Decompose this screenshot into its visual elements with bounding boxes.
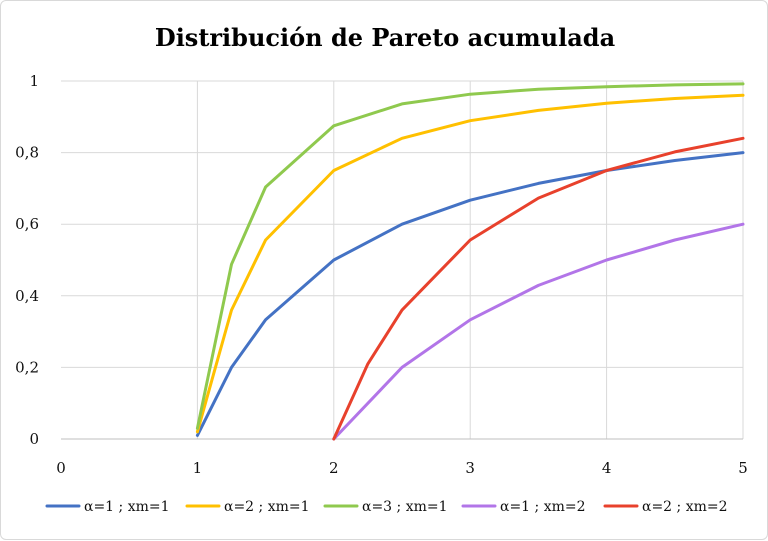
- grid-layer: [61, 80, 744, 439]
- legend-label: α=1 ; xm=1: [84, 499, 170, 515]
- y-tick-label: 0,6: [15, 215, 39, 233]
- axis-layer: 0 0,2 0,4 0,6 0,8 1 0 1 2 3 4 5: [15, 72, 748, 477]
- series-line: [195, 93, 745, 434]
- legend-label: α=2 ; xm=2: [642, 499, 728, 515]
- x-tick-label: 3: [465, 459, 475, 477]
- series-line: [195, 151, 745, 437]
- legend-label: α=3 ; xm=1: [362, 499, 448, 515]
- x-tick-label: 5: [738, 459, 748, 477]
- series-line: [332, 222, 745, 441]
- chart-title: Distribución de Pareto acumulada: [155, 23, 615, 52]
- y-tick-label: 0,8: [15, 144, 39, 162]
- series-line: [332, 136, 745, 441]
- legend: α=1 ; xm=1 α=2 ; xm=1 α=3 ; xm=1 α=1 ; xm=2…: [45, 499, 728, 515]
- x-tick-label: 4: [602, 459, 612, 477]
- y-tick-label: 0: [29, 430, 39, 448]
- legend-label: α=2 ; xm=1: [224, 499, 310, 515]
- series-line: [195, 82, 745, 430]
- series-layer: [195, 82, 745, 441]
- y-tick-label: 0,2: [15, 358, 39, 376]
- legend-label: α=1 ; xm=2: [500, 499, 586, 515]
- y-tick-label: 1: [29, 72, 39, 90]
- x-tick-label: 1: [193, 459, 203, 477]
- x-tick-label: 2: [329, 459, 339, 477]
- y-tick-label: 0,4: [15, 287, 39, 305]
- x-tick-label: 0: [56, 459, 66, 477]
